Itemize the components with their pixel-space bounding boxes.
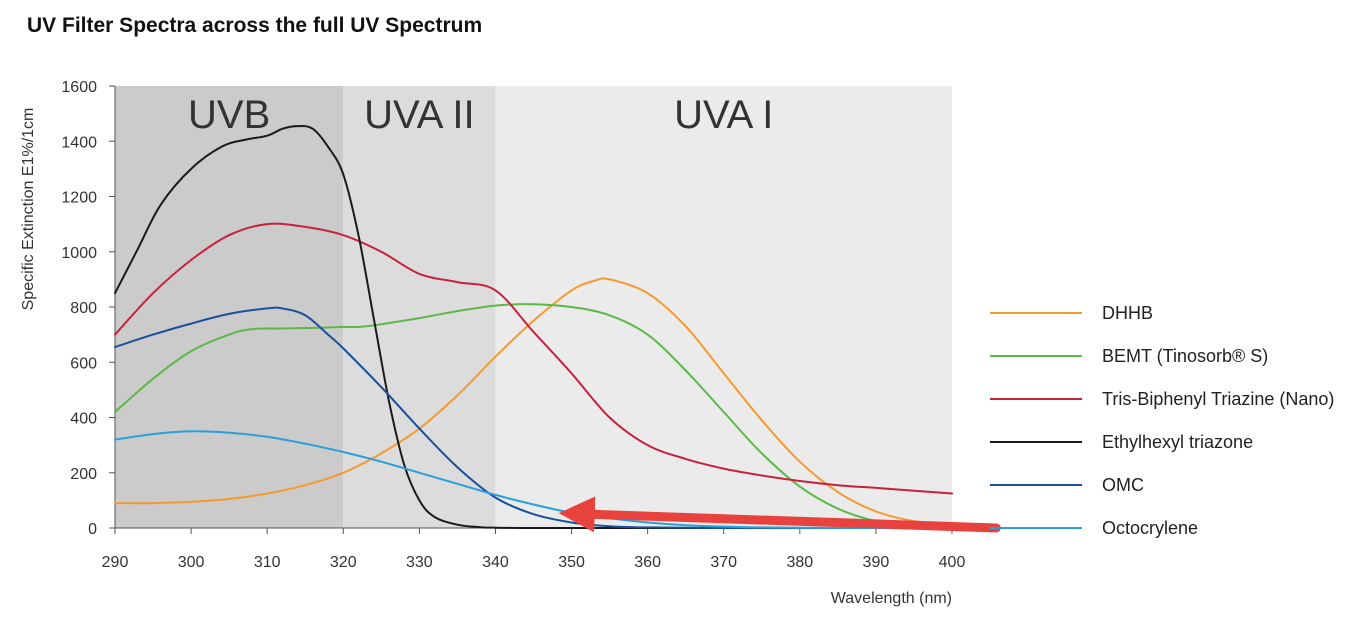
legend-label-0: DHHB [1102,303,1153,323]
y-tick-label: 600 [70,355,97,372]
series-line-0 [114,277,953,527]
y-tick-label: 800 [70,300,97,317]
x-tick-label: 400 [939,554,966,571]
axes: 0 200 400 600 800 1000 1200 1400 1600 290 300 310 32… [20,79,965,607]
x-tick-label: 320 [330,554,357,571]
chart-title: UV Filter Spectra across the full UV Spe… [27,14,483,37]
region-band-1 [343,86,496,528]
x-axis-label: Wavelength (nm) [831,590,952,607]
series-line-1 [114,303,953,529]
legend-label-3: Ethylhexyl triazone [1102,432,1253,452]
series-line-4 [114,306,953,530]
y-tick-label: 1000 [61,245,97,262]
region-band-0 [115,86,344,528]
y-tick-label: 0 [88,521,97,538]
y-tick-label: 1400 [61,134,97,151]
x-tick-label: 330 [406,554,433,571]
x-tick-label: 380 [786,554,813,571]
region-label-2: UVA I [674,93,773,137]
legend-label-1: BEMT (Tinosorb® S) [1102,346,1268,366]
x-tick-label: 290 [102,554,129,571]
x-tick-label: 390 [863,554,890,571]
x-tick-label: 360 [634,554,661,571]
y-tick-label: 1200 [61,190,97,207]
y-axis-label: Specific Extinction E1%/1cm [20,108,37,311]
x-tick-label: 300 [178,554,205,571]
spectrum-regions: UVB UVA II UVA I [115,86,952,528]
x-tick-label: 310 [254,554,281,571]
series-line-5 [114,430,953,530]
annotation-arrow-0 [558,496,1001,533]
x-tick-label: 340 [482,554,509,571]
series-line-2 [114,222,953,495]
legend-label-2: Tris-Biphenyl Triazine (Nano) [1102,389,1334,409]
series-lines [114,125,953,530]
legend-label-4: OMC [1102,475,1144,495]
x-tick-label: 370 [710,554,737,571]
region-label-0: UVB [188,93,270,137]
y-tick-label: 1600 [61,79,97,96]
x-tick-label: 350 [558,554,585,571]
region-label-1: UVA II [364,93,474,137]
annotations [558,496,1001,533]
y-tick-label: 400 [70,411,97,428]
legend: DHHB BEMT (Tinosorb® S) Tris-Biphenyl Tria… [990,303,1334,538]
legend-label-5: Octocrylene [1102,518,1198,538]
y-tick-label: 200 [70,466,97,483]
